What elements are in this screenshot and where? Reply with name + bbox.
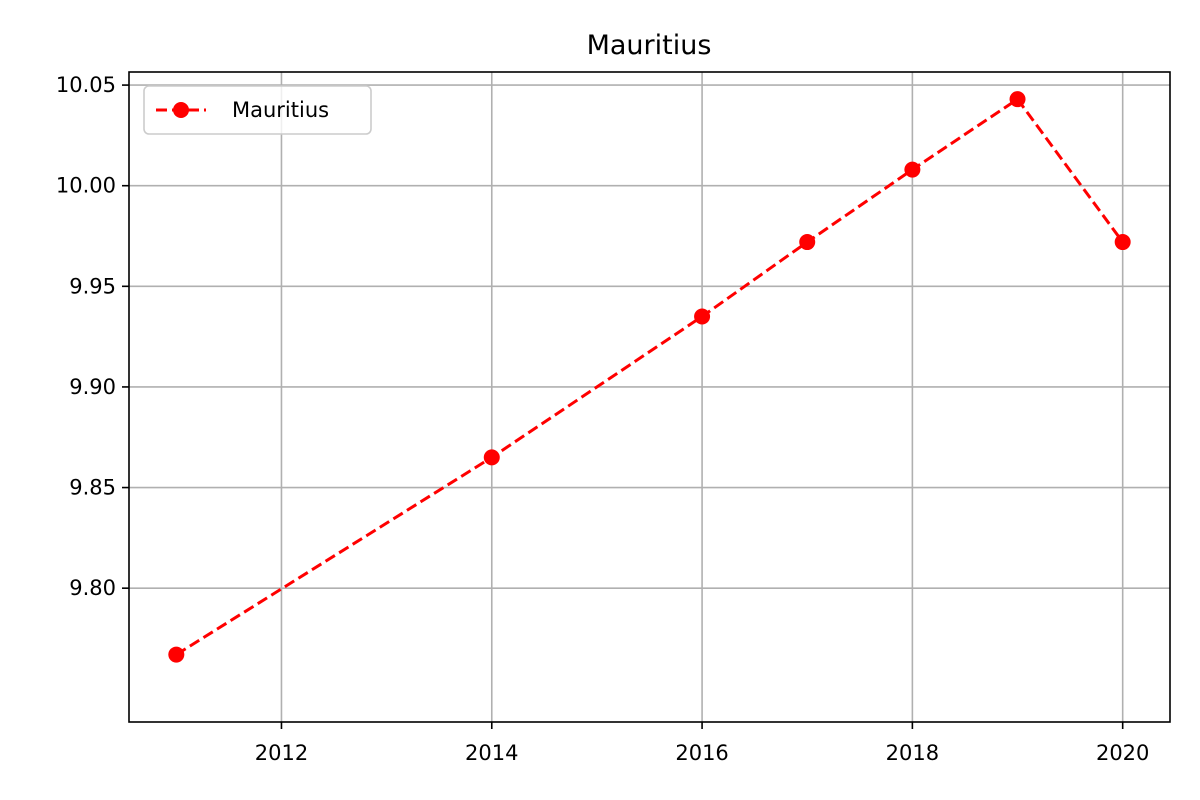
- plot-area-frame: [128, 71, 1171, 723]
- y-tick-label: 10.05: [56, 73, 116, 97]
- chart-title: Mauritius: [587, 30, 712, 61]
- grid-layer: [129, 72, 1170, 722]
- data-point: [483, 449, 500, 466]
- data-point: [1114, 234, 1131, 251]
- legend-marker-sample: [173, 102, 189, 118]
- data-point: [168, 646, 185, 663]
- x-tick-label: 2018: [886, 741, 939, 765]
- y-tick-label: 9.95: [69, 274, 116, 298]
- legend: Mauritius: [143, 85, 372, 135]
- data-point: [904, 161, 921, 178]
- data-point: [694, 308, 711, 325]
- data-point: [799, 234, 816, 251]
- y-tick-label: 9.90: [69, 375, 116, 399]
- y-tick-label: 10.00: [56, 174, 116, 198]
- series-layer: [168, 91, 1131, 663]
- legend-label: Mauritius: [232, 98, 329, 122]
- x-tick-label: 2016: [675, 741, 728, 765]
- y-tick-label: 9.85: [69, 476, 116, 500]
- series-line-mauritius: [175, 97, 1124, 656]
- legend-box: [143, 85, 372, 135]
- y-tick-label: 9.80: [69, 576, 116, 600]
- x-tick-label: 2012: [255, 741, 308, 765]
- x-tick-label: 2014: [465, 741, 518, 765]
- x-tick-label: 2020: [1096, 741, 1149, 765]
- data-point: [1009, 91, 1026, 108]
- ticks-layer: 2012 2014 2016 2018 2020 9.80 9.85 9.90 9.95 10.0…: [56, 73, 1150, 765]
